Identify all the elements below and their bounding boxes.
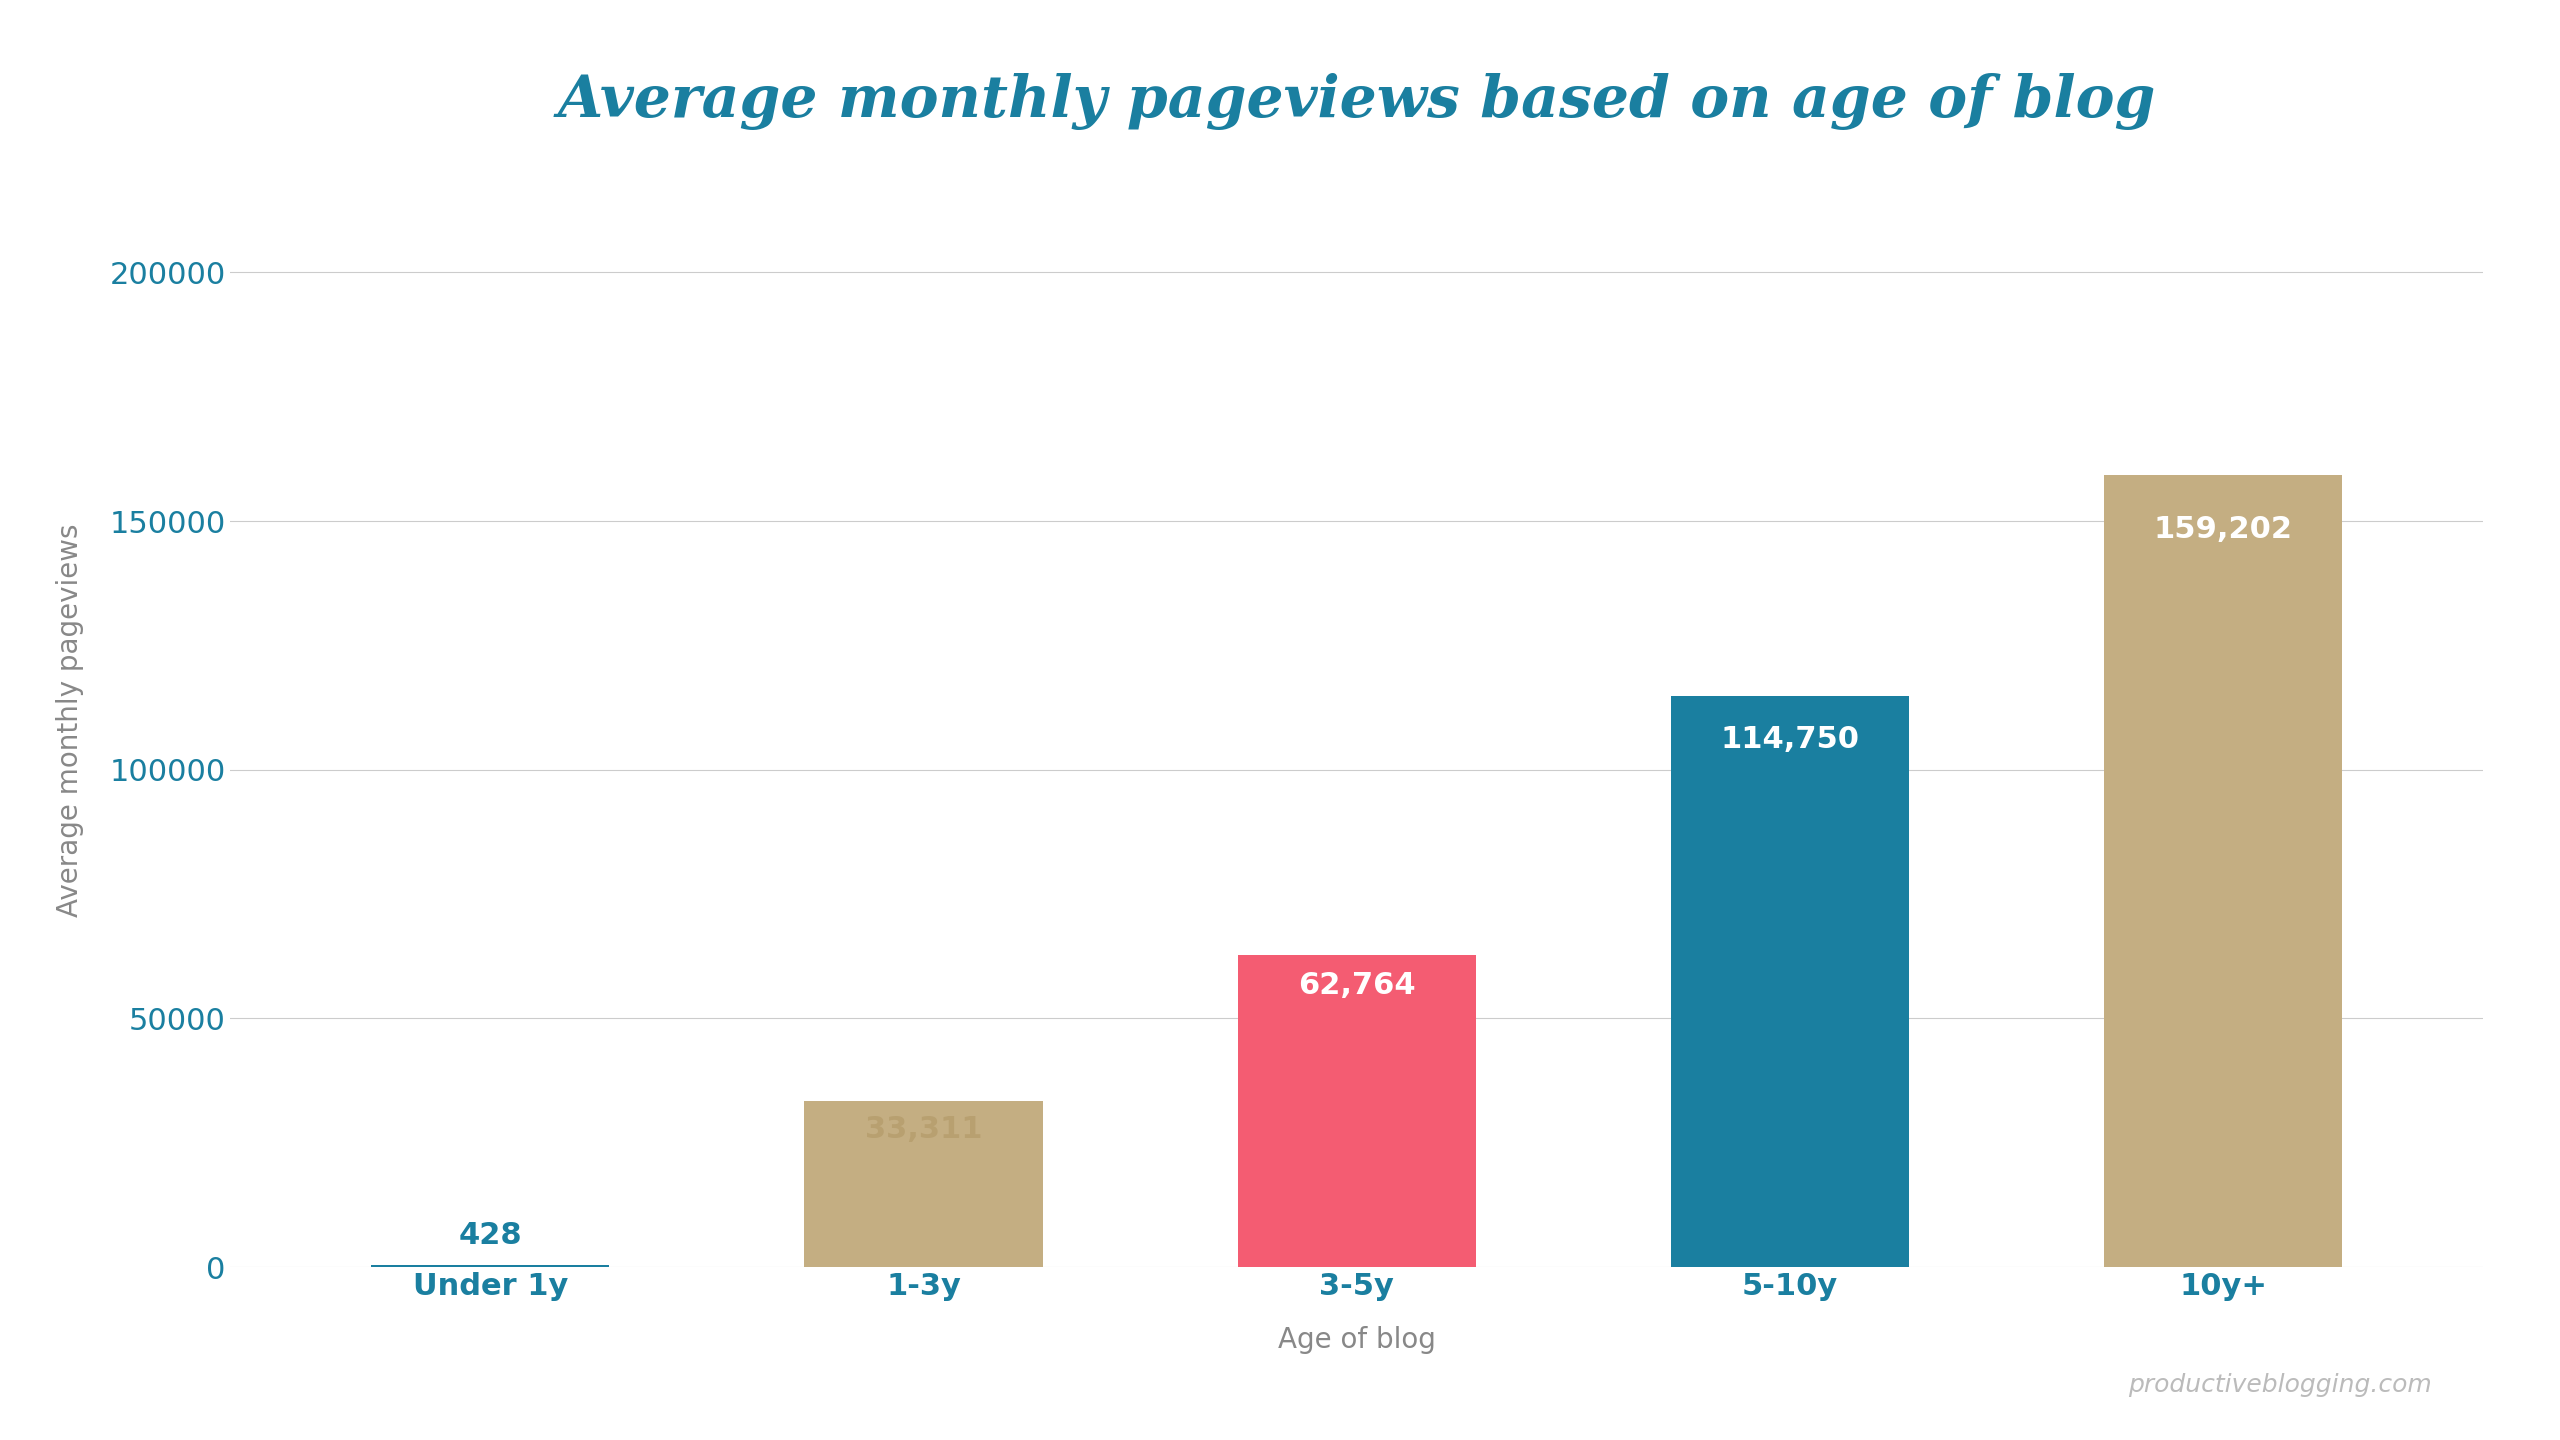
Bar [804, 1102, 1042, 1267]
Text: 62,764: 62,764 [1298, 971, 1416, 999]
Bar [2104, 475, 2342, 1267]
Text: productiveblogging.com: productiveblogging.com [2127, 1372, 2432, 1397]
Y-axis label: Average monthly pageviews: Average monthly pageviews [56, 523, 84, 917]
Title: Average monthly pageviews based on age of blog: Average monthly pageviews based on age o… [558, 73, 2156, 130]
Text: 428: 428 [458, 1221, 522, 1250]
Bar [1672, 697, 1910, 1267]
X-axis label: Age of blog: Age of blog [1277, 1326, 1436, 1354]
Text: 114,750: 114,750 [1720, 724, 1859, 755]
Bar [1236, 955, 1477, 1267]
Text: 33,311: 33,311 [865, 1115, 983, 1143]
Bar [371, 1266, 609, 1267]
Text: 159,202: 159,202 [2153, 516, 2294, 544]
